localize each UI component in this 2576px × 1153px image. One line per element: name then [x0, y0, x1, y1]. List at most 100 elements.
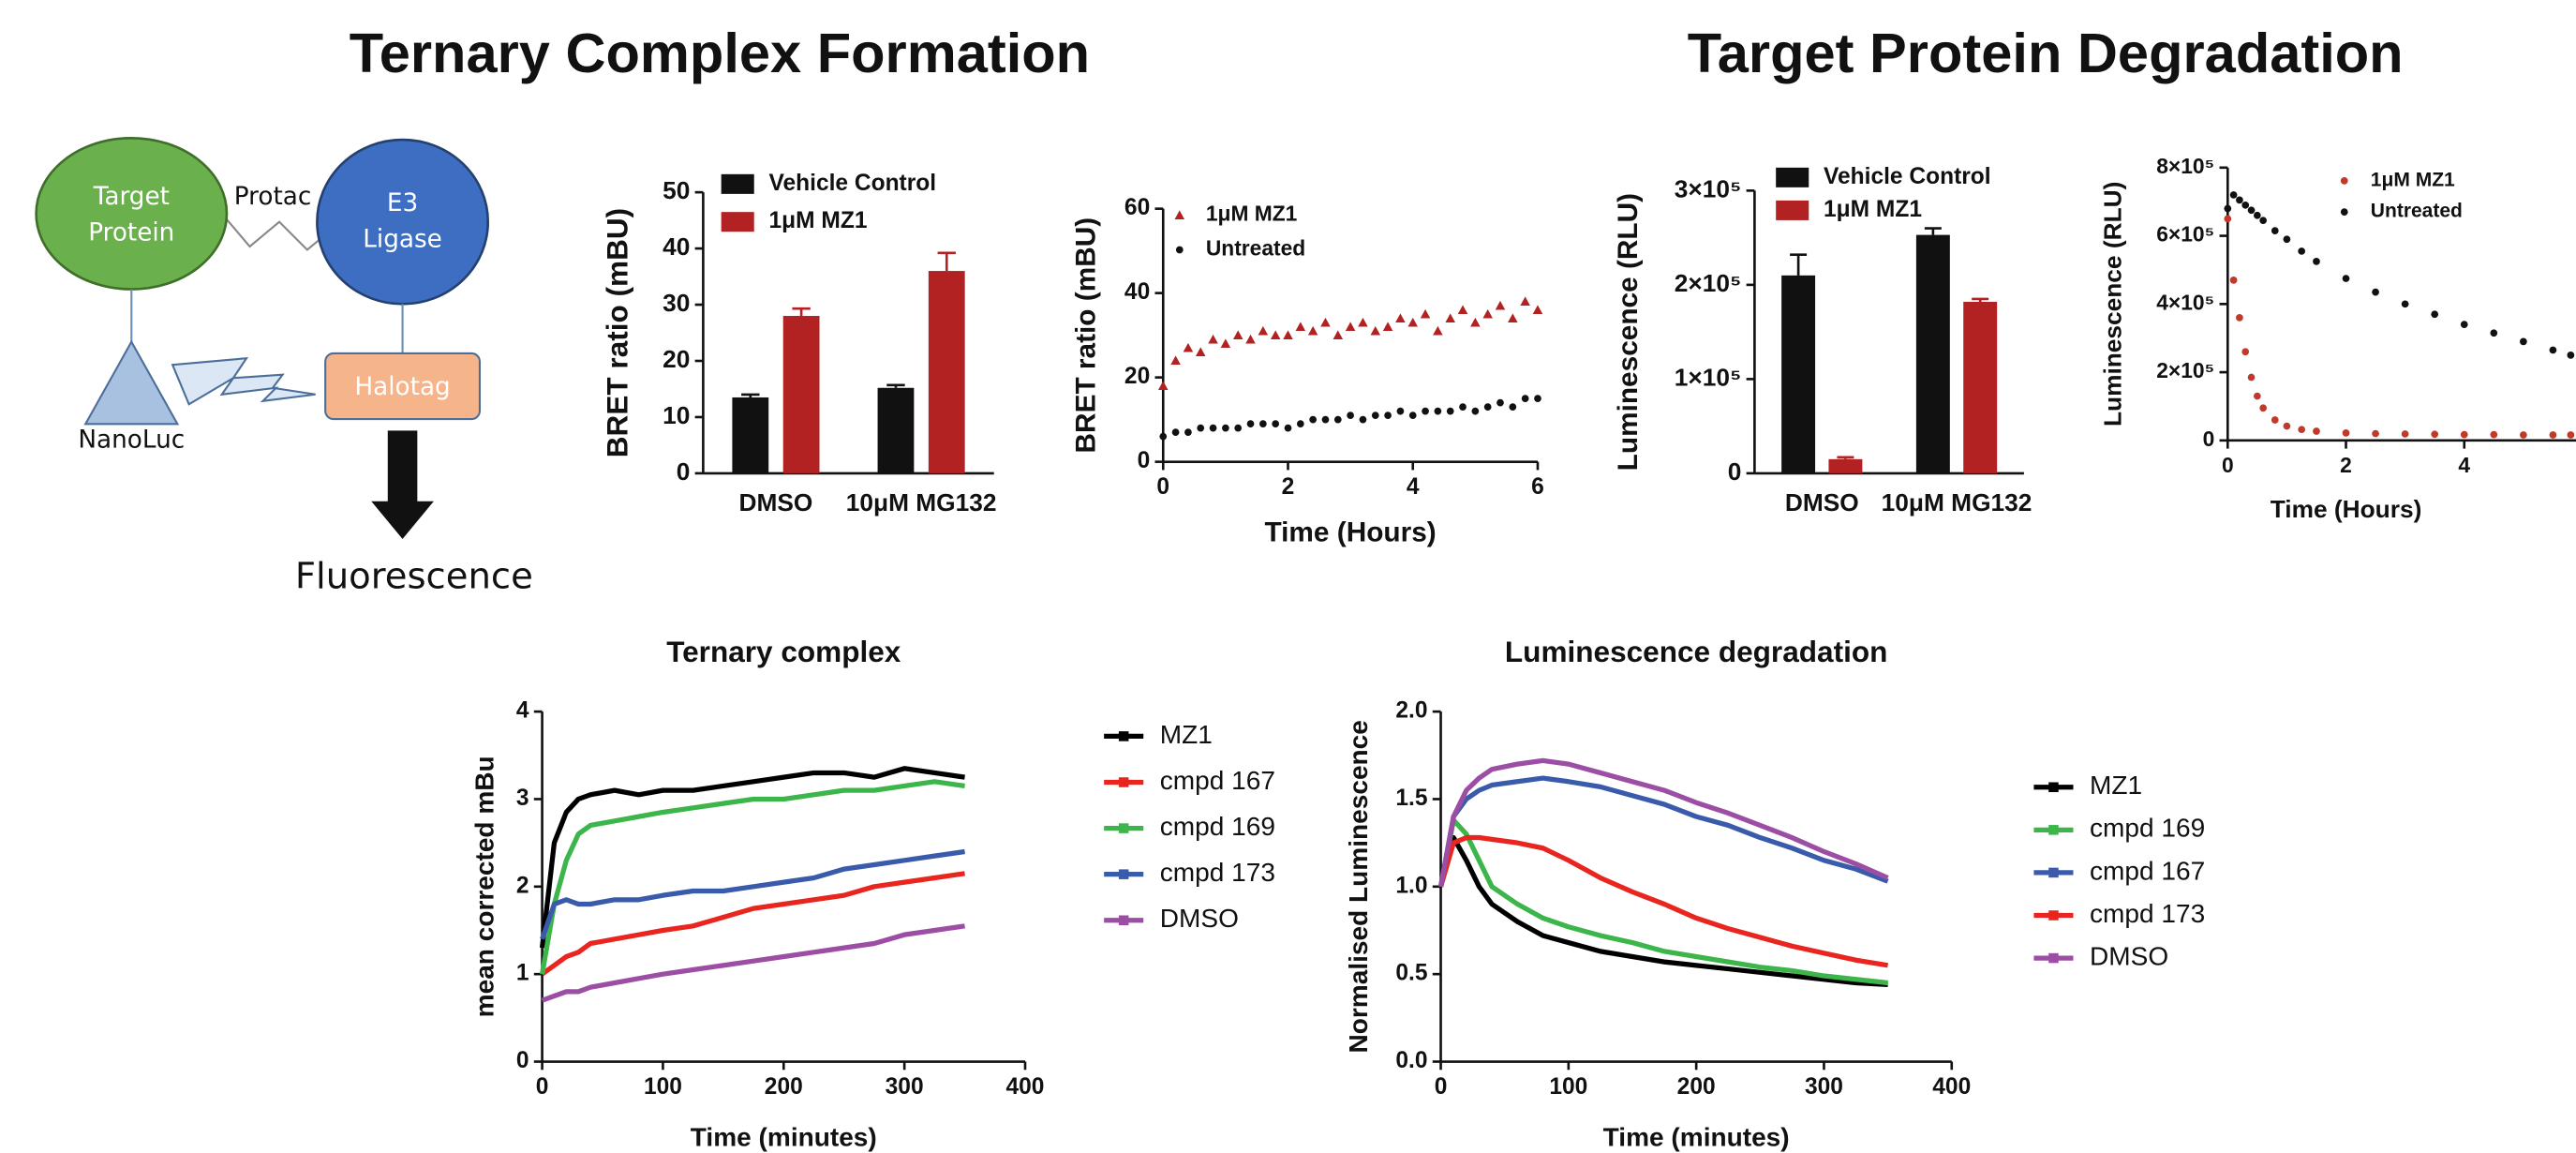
point — [2460, 430, 2468, 439]
heading: Target Protein Degradation — [1688, 22, 2404, 84]
y-tick-label: 0 — [2203, 427, 2215, 451]
x-tick-label: 4 — [2458, 453, 2470, 477]
node-label: E3 — [387, 189, 418, 217]
point — [1195, 347, 1206, 357]
series-line — [1437, 834, 1888, 987]
point — [1420, 308, 1431, 319]
x-tick-label: 100 — [1549, 1074, 1587, 1100]
x-axis-label: Time (Hours) — [1265, 517, 1437, 548]
point — [1382, 322, 1393, 332]
chart-title: Ternary complex — [666, 635, 901, 668]
readout-label: Fluorescence — [295, 556, 533, 598]
point — [2253, 211, 2261, 219]
point — [1446, 407, 1454, 415]
y-tick-label: 10 — [663, 401, 690, 429]
point — [1347, 412, 1354, 419]
point — [1445, 313, 1455, 323]
series-line — [540, 848, 965, 940]
x-tick-label: 10μM MG132 — [1882, 488, 2033, 517]
x-tick-label: DMSO — [1785, 488, 1859, 517]
node-label: Halotag — [354, 373, 450, 401]
series-line — [1437, 817, 1888, 986]
linker — [220, 213, 338, 251]
legend-label: DMSO — [2090, 941, 2168, 970]
legend-swatch — [721, 173, 754, 194]
y-tick-label: 4 — [516, 698, 529, 724]
point — [2224, 215, 2232, 223]
y-tick-label: 3×10⁵ — [1675, 174, 1742, 202]
y-tick-label: 0 — [516, 1048, 529, 1073]
x-tick-label: 10μM MG132 — [846, 488, 997, 517]
x-tick-label: 2 — [2340, 453, 2352, 477]
legend-swatch — [1776, 200, 1809, 220]
y-tick-label: 4×10⁵ — [2156, 290, 2214, 314]
series-line — [1437, 757, 1889, 888]
error-bar — [1972, 297, 1989, 302]
point — [1283, 330, 1293, 340]
point — [2372, 429, 2379, 438]
legend-marker — [2048, 910, 2059, 921]
node-label: Protein — [88, 218, 174, 247]
point — [1471, 407, 1480, 415]
point — [2567, 352, 2575, 359]
legend-label: cmpd 169 — [1160, 812, 1275, 841]
legend-marker — [2048, 782, 2059, 793]
y-axis-label: mean corrected mBu — [469, 756, 499, 1017]
energy-transfer — [171, 356, 316, 406]
y-axis-label: BRET ratio (mBU) — [600, 208, 633, 457]
legend-marker — [1118, 777, 1129, 787]
y-tick-label: 50 — [663, 176, 690, 204]
point — [1320, 317, 1331, 327]
point — [1158, 381, 1169, 391]
x-tick-label: DMSO — [739, 488, 813, 517]
point — [2224, 204, 2232, 213]
legend-label: 1μM MZ1 — [1206, 202, 1298, 226]
point — [1457, 305, 1468, 315]
bar — [1963, 301, 1998, 473]
y-tick-label: 0 — [677, 457, 691, 486]
point — [1483, 403, 1492, 411]
tag-node — [324, 352, 482, 421]
point — [1171, 428, 1180, 436]
point — [1296, 420, 1304, 427]
bar — [928, 271, 965, 473]
y-axis-label: BRET ratio (mBU) — [1070, 217, 1101, 454]
point — [2271, 416, 2279, 424]
bar — [877, 387, 915, 473]
point — [1284, 424, 1292, 432]
point — [1208, 334, 1218, 344]
node-label: Protac — [234, 183, 312, 211]
point — [1246, 420, 1255, 427]
y-tick-label: 20 — [663, 345, 690, 373]
target-node — [35, 136, 229, 291]
y-tick-label: 1.0 — [1395, 873, 1427, 898]
point — [2247, 373, 2256, 382]
x-axis-label: Time (minutes) — [1603, 1122, 1790, 1151]
point — [1159, 432, 1168, 441]
legend-marker — [2048, 825, 2059, 835]
point — [1495, 300, 1506, 310]
point — [1309, 415, 1318, 424]
x-tick-label: 400 — [1006, 1074, 1045, 1100]
point — [2460, 321, 2468, 329]
point — [1359, 415, 1367, 424]
y-tick-label: 1 — [516, 961, 529, 986]
point — [1521, 395, 1529, 402]
point — [1258, 325, 1269, 336]
point — [1232, 330, 1243, 340]
x-tick-label: 2 — [1282, 474, 1295, 500]
error-bar — [792, 307, 811, 317]
arrow — [371, 430, 434, 540]
legend-marker — [1174, 210, 1185, 220]
point — [1422, 407, 1429, 415]
legend-label: cmpd 169 — [2090, 814, 2205, 843]
y-tick-label: 40 — [663, 232, 690, 261]
series-line — [539, 766, 965, 949]
y-tick-label: 6×10⁵ — [2156, 222, 2214, 247]
point — [2247, 206, 2256, 215]
ligase-node — [316, 138, 490, 306]
y-axis-label: Luminescence (RLU) — [2098, 182, 2126, 427]
point — [1333, 330, 1344, 340]
legend-label: 1μM MZ1 — [1824, 197, 1922, 222]
